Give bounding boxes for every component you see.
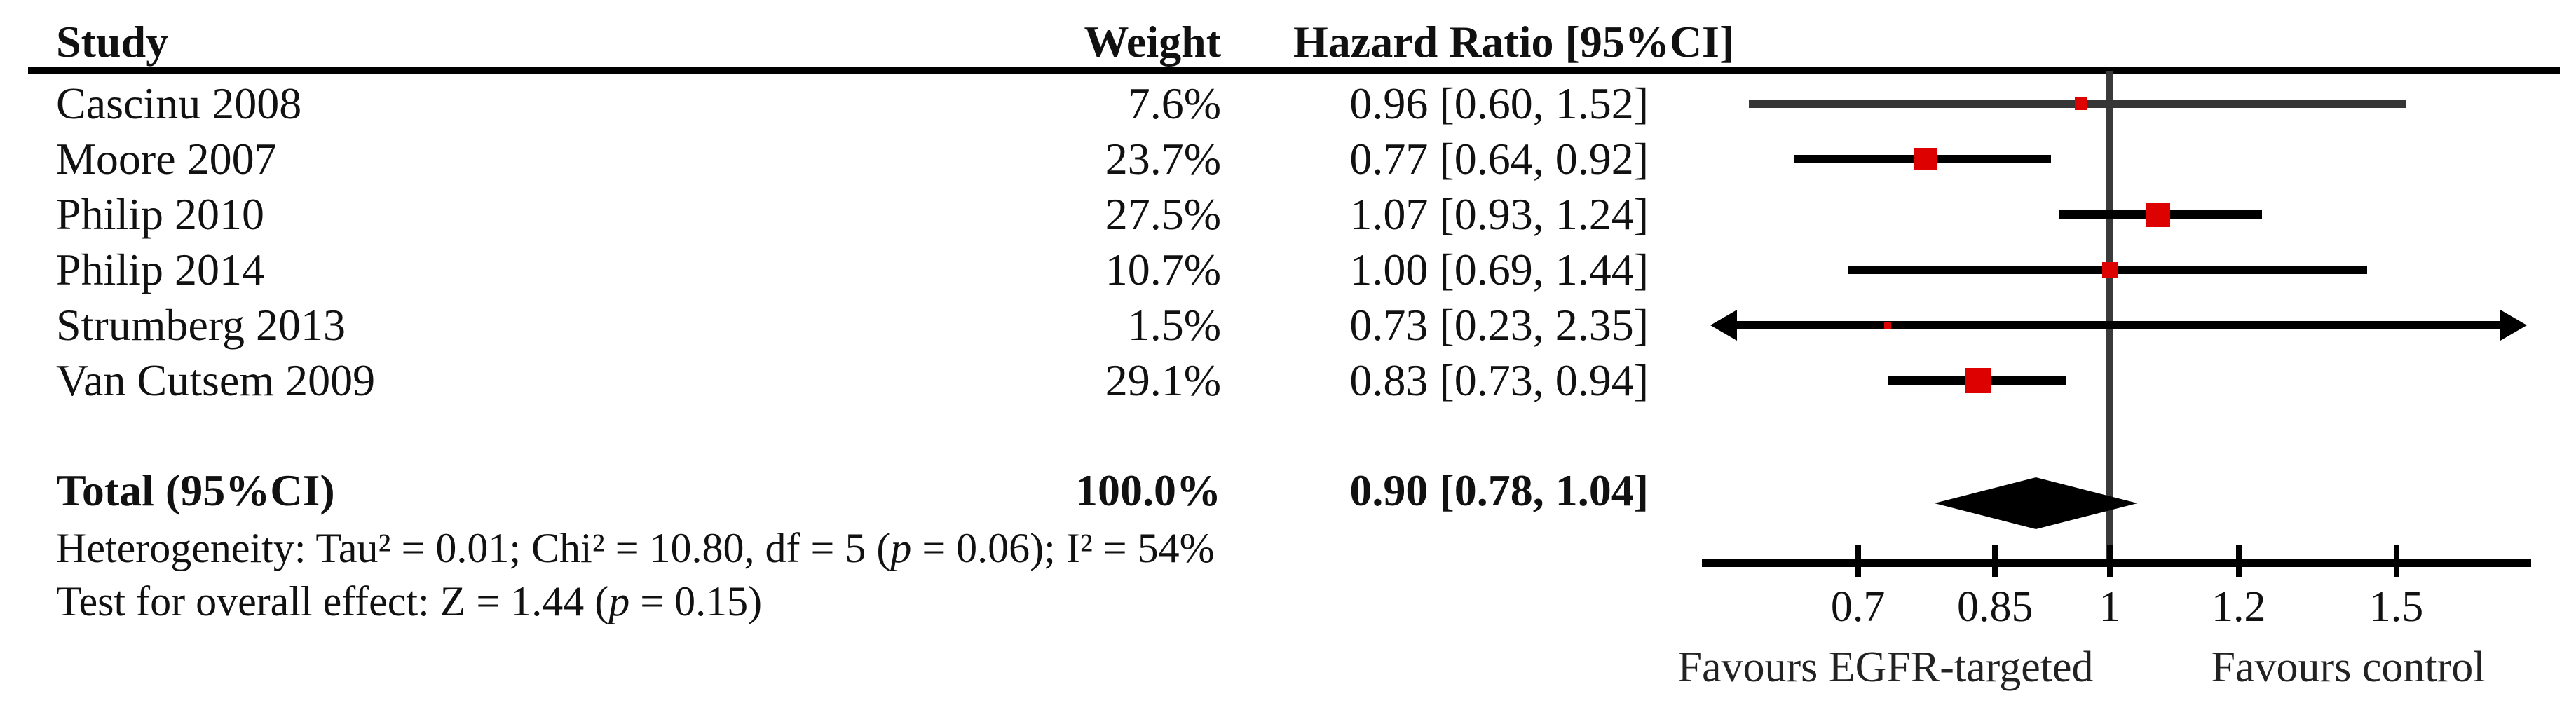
x-axis-tick — [1992, 545, 1998, 577]
effect-marker — [2074, 97, 2087, 110]
effect-marker — [1914, 148, 1937, 170]
hr-value: 0.96 [0.60, 1.52] — [1349, 78, 1649, 128]
x-axis-tick-label: 1.5 — [2369, 583, 2424, 631]
header-rule — [28, 67, 2560, 74]
p-italic: p — [890, 525, 912, 571]
study-label: Strumberg 2013 — [56, 300, 346, 350]
favours-left-label: Favours EGFR-targeted — [1677, 643, 2094, 691]
effect-marker — [1883, 322, 1891, 329]
hr-value: 0.83 [0.73, 0.94] — [1349, 355, 1649, 405]
study-label: Cascinu 2008 — [56, 78, 302, 128]
heterogeneity-text: Heterogeneity: Tau² = 0.01; Chi² = 10.80… — [56, 520, 1215, 576]
ci-arrow-left — [1710, 310, 1737, 341]
favours-right-label: Favours control — [2211, 643, 2486, 691]
heterogeneity-text-post: = 0.06); I² = 54% — [911, 525, 1215, 571]
ci-arrow-right — [2500, 310, 2527, 341]
weight-value: 7.6% — [1127, 78, 1221, 128]
hr-value: 0.73 [0.23, 2.35] — [1349, 300, 1649, 350]
study-label: Philip 2014 — [56, 245, 264, 294]
x-axis-tick — [2235, 545, 2242, 577]
effect-marker — [1965, 368, 1991, 393]
x-axis-tick-label: 1.2 — [2211, 583, 2266, 631]
x-axis-tick — [2393, 545, 2399, 577]
ci-line — [1733, 321, 2505, 329]
x-axis-tick — [2107, 545, 2113, 577]
total-label: Total (95%CI) — [56, 465, 335, 515]
study-label: Philip 2010 — [56, 189, 264, 239]
total-weight: 100.0% — [1075, 465, 1221, 515]
overall-effect-text-pre: Test for overall effect: Z = 1.44 ( — [56, 578, 609, 624]
overall-effect-text: Test for overall effect: Z = 1.44 (p = 0… — [56, 573, 762, 629]
hr-value: 1.07 [0.93, 1.24] — [1349, 189, 1649, 239]
study-label: Van Cutsem 2009 — [56, 355, 376, 405]
total-hazard-ratio: 0.90 [0.78, 1.04] — [1349, 465, 1649, 515]
x-axis-tick — [1855, 545, 1861, 577]
effect-marker — [2145, 202, 2170, 227]
column-header-weight: Weight — [1084, 17, 1221, 67]
hr-value: 1.00 [0.69, 1.44] — [1349, 245, 1649, 294]
weight-value: 23.7% — [1105, 134, 1221, 184]
weight-value: 10.7% — [1105, 245, 1221, 294]
weight-value: 29.1% — [1105, 355, 1221, 405]
x-axis-tick-label: 1 — [2099, 583, 2121, 631]
x-axis-tick-label: 0.85 — [1957, 583, 2033, 631]
hr-value: 0.77 [0.64, 0.92] — [1349, 134, 1649, 184]
x-axis-tick-label: 0.7 — [1830, 583, 1886, 631]
weight-value: 1.5% — [1127, 300, 1221, 350]
column-header-hazard-ratio: Hazard Ratio [95%CI] — [1293, 17, 1735, 67]
p-italic: p — [608, 578, 630, 624]
heterogeneity-text-pre: Heterogeneity: Tau² = 0.01; Chi² = 10.80… — [56, 525, 891, 571]
study-label: Moore 2007 — [56, 134, 277, 184]
column-header-study: Study — [56, 17, 169, 67]
overall-effect-text-post: = 0.15) — [629, 578, 763, 624]
weight-value: 27.5% — [1105, 189, 1221, 239]
reference-line — [2106, 71, 2113, 567]
effect-marker — [2102, 262, 2118, 278]
x-axis-line — [1702, 559, 2531, 567]
